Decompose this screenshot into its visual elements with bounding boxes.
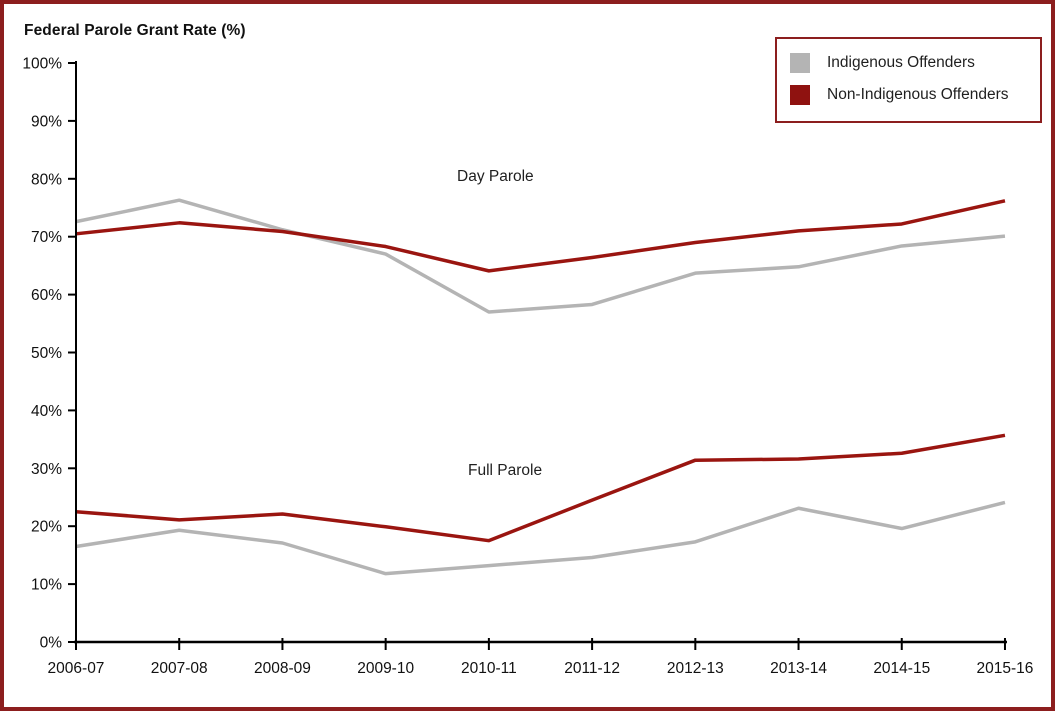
annotation-full-parole: Full Parole <box>468 462 543 479</box>
legend-item-non-indigenous: Non-Indigenous Offenders <box>790 79 1040 111</box>
legend-item-indigenous: Indigenous Offenders <box>790 47 1040 79</box>
annotation-day-parole: Day Parole <box>457 168 534 185</box>
y-tick-label: 90% <box>31 113 62 130</box>
legend: Indigenous Offenders Non-Indigenous Offe… <box>775 37 1042 123</box>
indigenous-offenders-swatch-icon <box>790 53 810 73</box>
x-tick-label: 2006-07 <box>48 660 105 677</box>
y-tick-label: 10% <box>31 577 62 594</box>
legend-label-non-indigenous: Non-Indigenous Offenders <box>827 86 1009 103</box>
y-tick-label: 50% <box>31 345 62 362</box>
y-tick-label: 100% <box>22 56 62 73</box>
series-line-full-parole-non-indigenous-offenders <box>75 433 1006 543</box>
x-tick-label: 2012-13 <box>667 660 724 677</box>
x-tick-label: 2010-11 <box>461 660 517 677</box>
x-tick-label: 2008-09 <box>254 660 311 677</box>
y-tick-label: 0% <box>40 635 63 652</box>
y-tick-label: 20% <box>31 519 62 536</box>
chart-title: Federal Parole Grant Rate (%) <box>24 22 246 39</box>
non-indigenous-offenders-swatch-icon <box>790 85 810 105</box>
x-tick-label: 2007-08 <box>151 660 208 677</box>
legend-label-indigenous: Indigenous Offenders <box>827 54 975 71</box>
y-tick-label: 40% <box>31 403 62 420</box>
series-line-full-parole-indigenous-offenders <box>75 500 1006 576</box>
x-tick-label: 2013-14 <box>770 660 827 677</box>
x-tick-label: 2009-10 <box>357 660 414 677</box>
series-line-day-parole-non-indigenous-offenders <box>75 199 1006 273</box>
parole-grant-rate-line-chart: 0% 10% 20% 30% 40% 50% 60% 70% 80% 90% 100% 2006-07… <box>22 56 1034 678</box>
y-tick-label: 70% <box>31 229 62 246</box>
series-line-day-parole-indigenous-offenders <box>75 198 1006 314</box>
y-tick-label: 80% <box>31 171 62 188</box>
x-tick-label: 2015-16 <box>977 660 1034 677</box>
x-tick-label: 2011-12 <box>564 660 620 677</box>
y-tick-label: 60% <box>31 287 62 304</box>
y-tick-label: 30% <box>31 461 62 478</box>
x-tick-label: 2014-15 <box>873 660 930 677</box>
